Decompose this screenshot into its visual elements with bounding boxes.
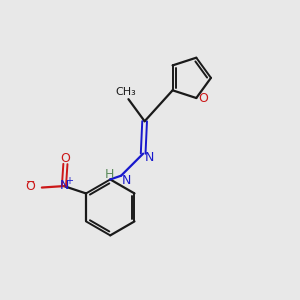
Text: +: +	[65, 176, 73, 186]
Text: O: O	[198, 92, 208, 104]
Text: N: N	[59, 179, 69, 192]
Text: N: N	[122, 174, 131, 187]
Text: H: H	[105, 168, 115, 181]
Text: N: N	[144, 151, 154, 164]
Text: O: O	[26, 180, 35, 193]
Text: −: −	[26, 177, 35, 187]
Text: CH₃: CH₃	[116, 87, 136, 97]
Text: O: O	[61, 152, 70, 165]
